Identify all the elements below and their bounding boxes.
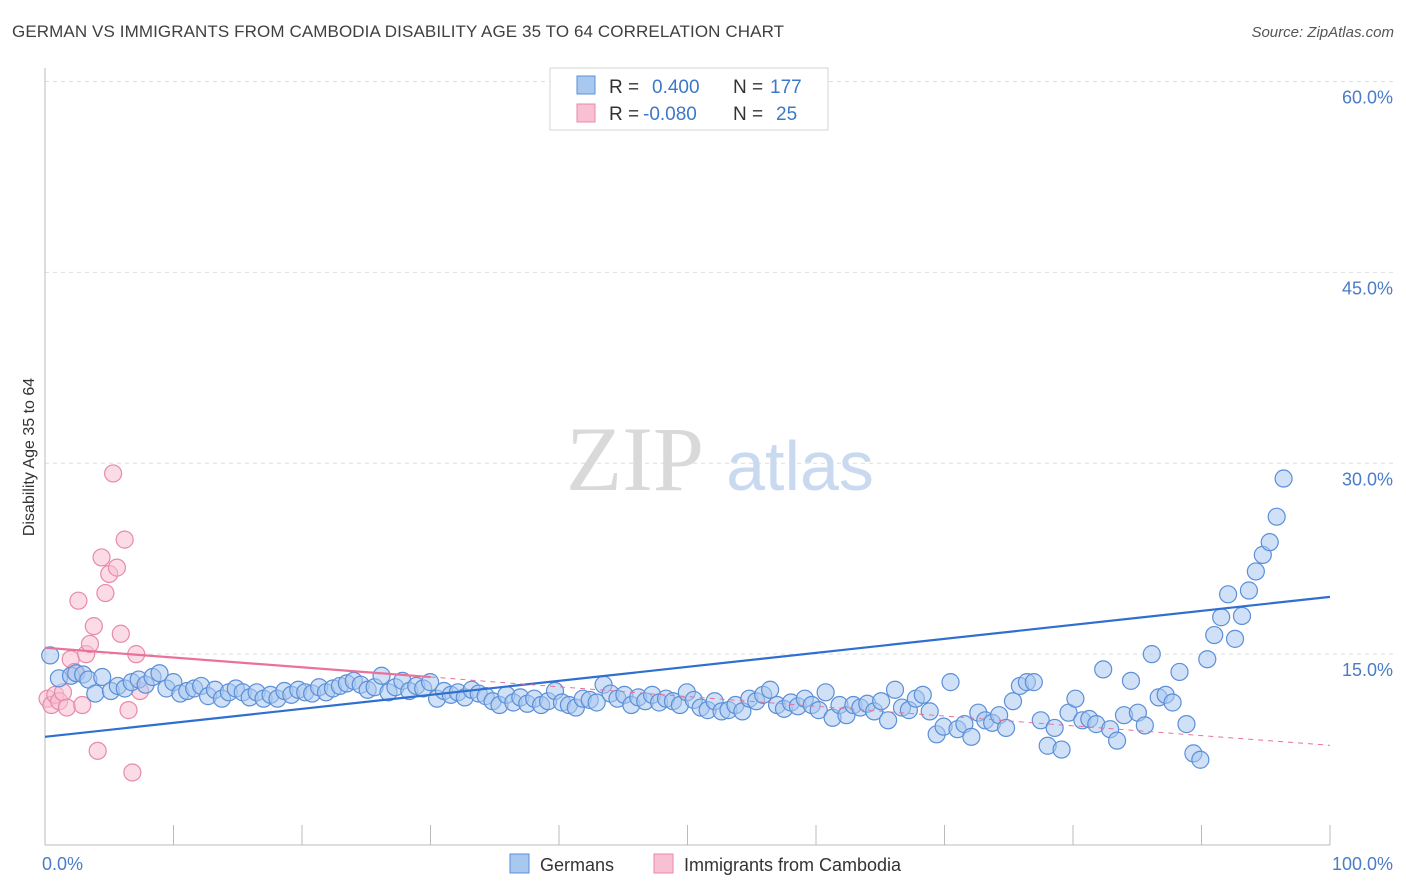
legend-n-value-blue: 177 <box>770 77 802 98</box>
cambodia-point <box>111 624 130 643</box>
german-point <box>1107 731 1127 750</box>
german-point <box>920 702 939 721</box>
german-point <box>1274 469 1293 488</box>
watermark: ZIP atlas <box>566 408 874 510</box>
german-point <box>1163 693 1182 712</box>
bottom-legend-swatch-pink <box>653 853 674 874</box>
german-point <box>1191 750 1210 769</box>
grid-lines: 15.0% 30.0% 45.0% 60.0% <box>45 81 1395 680</box>
legend-n-label-pink: N = <box>733 104 763 125</box>
pink-points <box>38 464 150 782</box>
watermark-atlas: atlas <box>726 427 874 505</box>
legend-bottom: Germans Immigrants from Cambodia <box>509 853 902 875</box>
german-point <box>1031 711 1050 730</box>
chart-title: GERMAN VS IMMIGRANTS FROM CAMBODIA DISAB… <box>12 22 785 41</box>
cambodia-point <box>88 741 107 760</box>
cambodia-trend-extension <box>430 676 1331 746</box>
german-point <box>885 680 905 699</box>
german-point <box>421 673 440 692</box>
legend-n-label-blue: N = <box>733 77 763 98</box>
german-point <box>1246 562 1265 581</box>
cambodia-point <box>92 548 111 567</box>
cambodia-point <box>57 698 76 717</box>
legend-swatch-pink <box>576 103 596 123</box>
german-point <box>93 667 112 687</box>
chart-source: Source: ZipAtlas.com <box>1251 24 1394 41</box>
german-point <box>1267 507 1286 526</box>
axes: 0.0% 100.0% <box>42 68 1393 874</box>
cambodia-point <box>119 701 138 720</box>
german-point <box>1177 715 1196 734</box>
cambodia-point <box>104 464 123 483</box>
cambodia-point <box>123 763 142 782</box>
legend-r-value-pink: -0.080 <box>643 104 697 125</box>
y-tick-label: 60.0% <box>1342 88 1393 108</box>
german-point <box>809 701 828 720</box>
y-tick-label: 30.0% <box>1342 469 1393 489</box>
german-point <box>1003 692 1023 711</box>
german-point <box>1232 606 1252 626</box>
german-point <box>1121 671 1141 690</box>
german-point <box>962 727 981 746</box>
german-point <box>1198 650 1217 669</box>
german-point <box>1094 660 1113 679</box>
german-point <box>1225 629 1245 648</box>
legend-n-value-pink: 25 <box>776 104 797 125</box>
legend-r-value-blue: 0.400 <box>652 77 700 98</box>
blue-points <box>41 469 1293 769</box>
german-point <box>941 673 960 692</box>
cambodia-point <box>115 530 134 549</box>
cambodia-point <box>80 634 100 654</box>
german-point <box>1218 585 1238 604</box>
german-point <box>878 711 898 730</box>
cambodia-point <box>69 591 88 610</box>
german-point <box>150 664 169 683</box>
german-point <box>996 718 1016 738</box>
y-tick-label: 15.0% <box>1342 660 1393 680</box>
cambodia-point <box>73 695 92 715</box>
cambodia-point <box>84 617 103 636</box>
german-point <box>41 646 60 665</box>
watermark-zip: ZIP <box>566 408 704 510</box>
legend-r-label-blue: R = <box>609 77 639 98</box>
german-point <box>872 692 891 711</box>
german-point <box>1045 718 1064 738</box>
german-point <box>1205 625 1224 645</box>
legend-top-box <box>549 67 829 131</box>
german-point <box>1170 662 1189 682</box>
german-trend-line <box>44 595 1331 738</box>
german-point <box>1135 716 1154 735</box>
german-point <box>1239 581 1259 600</box>
bottom-legend-label-cambodia: Immigrants from Cambodia <box>684 855 902 875</box>
german-point <box>1142 645 1161 664</box>
cambodia-trend-line <box>44 646 431 679</box>
german-point <box>1212 608 1231 627</box>
x-tick-label-max: 100.0% <box>1332 854 1393 874</box>
bottom-legend-swatch-blue <box>509 853 530 874</box>
german-point <box>816 683 835 702</box>
cambodia-point <box>96 583 115 603</box>
german-point <box>372 666 391 685</box>
german-point <box>761 680 780 699</box>
legend-top: R = 0.400 N = 177 R = -0.080 N = 25 <box>549 67 829 131</box>
cambodia-point <box>107 558 127 577</box>
trend-lines <box>44 595 1331 746</box>
german-point <box>1066 689 1085 708</box>
german-point <box>913 685 932 704</box>
bottom-legend-label-germans: Germans <box>540 855 614 875</box>
german-point <box>1024 673 1043 692</box>
german-point <box>1260 533 1279 552</box>
legend-r-label-pink: R = <box>609 104 639 125</box>
german-point <box>1052 740 1071 759</box>
german-point <box>587 693 606 712</box>
legend-swatch-blue <box>576 75 596 95</box>
y-tick-label: 45.0% <box>1342 278 1393 298</box>
x-tick-label-min: 0.0% <box>42 854 83 874</box>
y-axis-label: Disability Age 35 to 64 <box>21 378 38 536</box>
german-point <box>86 684 105 703</box>
